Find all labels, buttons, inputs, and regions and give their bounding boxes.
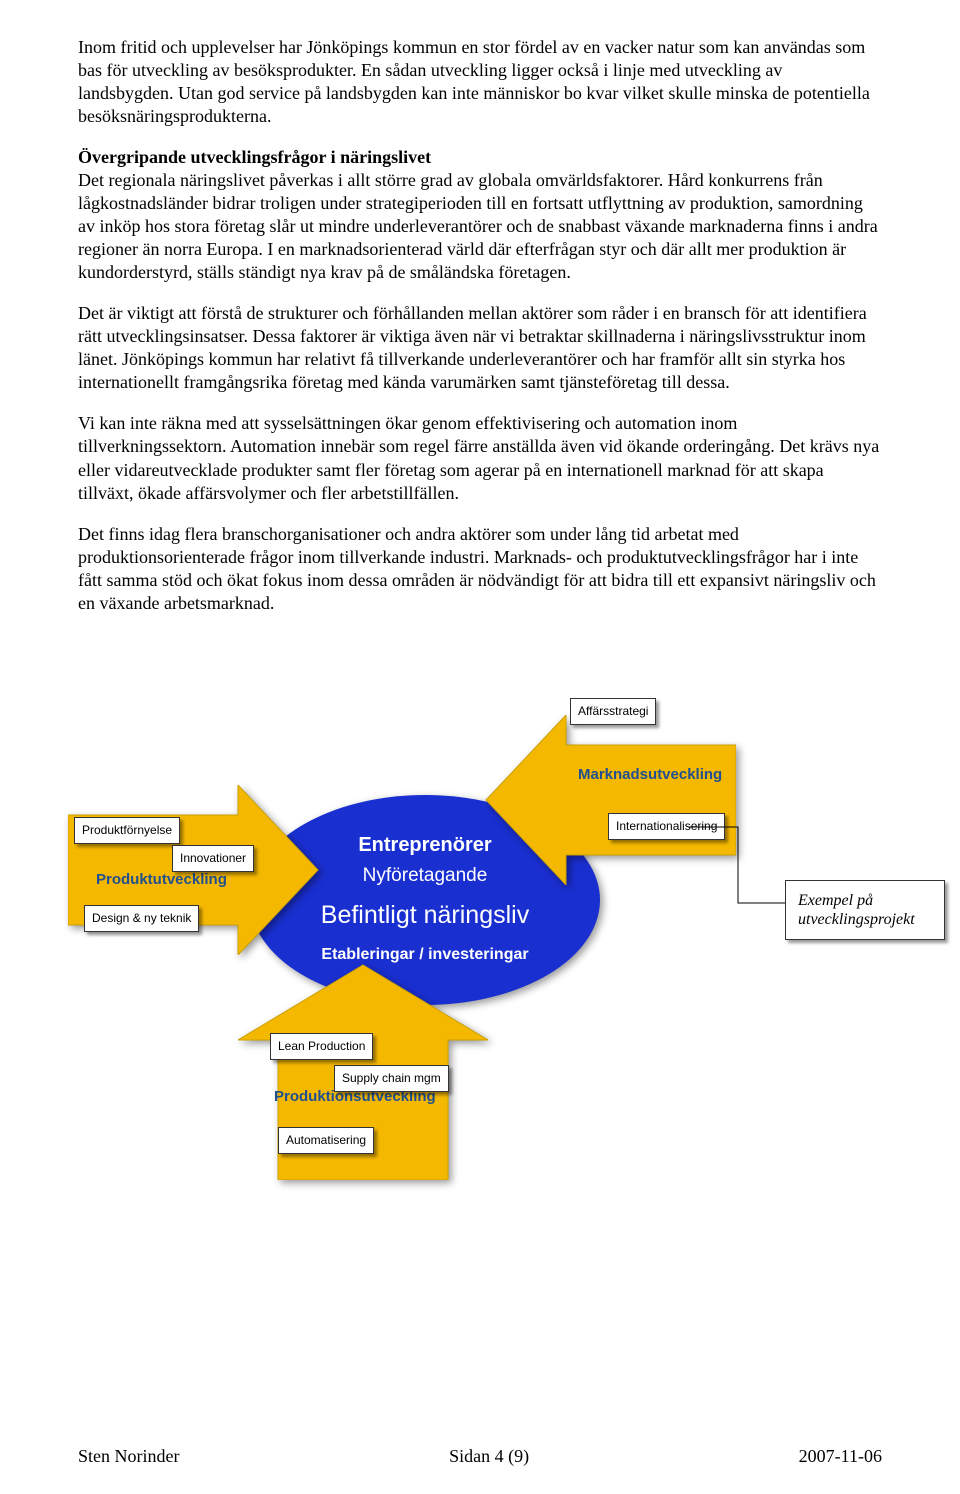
paragraph-intro: Inom fritid och upplevelser har Jönköpin… [78,36,882,128]
page-footer: Sten Norinder Sidan 4 (9) 2007-11-06 [78,1445,882,1468]
heading-overgripande: Övergripande utvecklingsfrågor i närings… [78,147,431,167]
tag-design: Design & ny teknik [84,905,199,932]
tag-produktfornyelse: Produktförnyelse [74,817,180,844]
footer-date: 2007-11-06 [799,1445,882,1468]
tag-supply: Supply chain mgm [334,1065,449,1092]
section-overgripande: Övergripande utvecklingsfrågor i närings… [78,146,882,284]
diagram: Entreprenörer Nyföretagande Befintligt n… [78,645,882,1180]
paragraph-2: Det regionala näringslivet påverkas i al… [78,170,878,282]
tag-affarsstrategi: Affärsstrategi [570,698,656,725]
footer-page: Sidan 4 (9) [449,1445,529,1468]
tag-example: Exempel på utvecklingsprojekt [785,880,945,940]
tag-lean: Lean Production [270,1033,373,1060]
tag-innovationer: Innovationer [172,845,254,872]
footer-author: Sten Norinder [78,1445,179,1468]
paragraph-5: Det finns idag flera branschorganisation… [78,523,882,615]
arrow-left-label: Produktutveckling [96,870,227,889]
paragraph-4: Vi kan inte räkna med att sysselsättning… [78,412,882,504]
arrow-right-label: Marknadsutveckling [578,765,722,784]
paragraph-3: Det är viktigt att förstå de strukturer … [78,302,882,394]
tag-auto: Automatisering [278,1127,374,1154]
